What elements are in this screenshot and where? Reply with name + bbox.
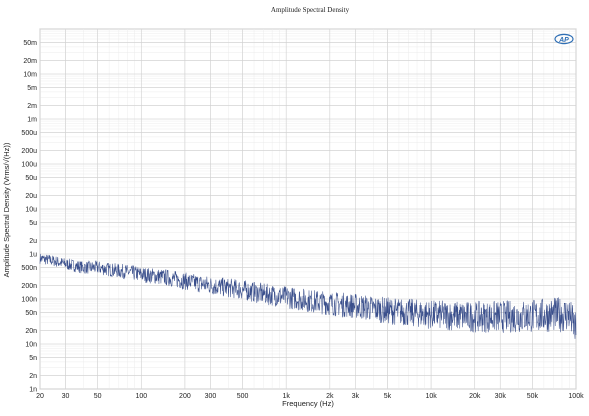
- grid-major: [39, 29, 577, 390]
- y-tick-label: 50u: [25, 175, 37, 182]
- x-tick-label: 200: [179, 393, 191, 400]
- y-tick-label: 2m: [27, 103, 37, 110]
- y-tick-label: 50m: [23, 40, 37, 47]
- y-tick-label: 100u: [21, 162, 37, 169]
- x-tick-label: 5k: [384, 393, 392, 400]
- x-tick-label: 20k: [469, 393, 481, 400]
- y-tick-label: 500n: [21, 265, 37, 272]
- x-tick-label: 300: [205, 393, 217, 400]
- ap-logo-text: AP: [558, 37, 569, 44]
- x-tick-label: 3k: [352, 393, 360, 400]
- x-tick-label: 500: [237, 393, 249, 400]
- y-tick-labels: 50m 20m 10m 5m 2m 1m 500u 200u 100u 50u 20u 10u 5u 2u…: [21, 40, 37, 393]
- y-tick-label: 20u: [25, 193, 37, 200]
- y-tick-label: 500u: [21, 130, 37, 137]
- y-tick-label: 100n: [21, 297, 37, 304]
- chart-title: Amplitude Spectral Density: [271, 6, 350, 14]
- x-tick-label: 100: [135, 393, 147, 400]
- y-tick-label: 5n: [29, 355, 37, 362]
- series-line-0: [39, 253, 577, 339]
- ap-logo-icon: AP: [554, 33, 574, 45]
- x-tick-label: 2k: [326, 393, 334, 400]
- y-tick-label: 10m: [23, 72, 37, 79]
- y-tick-label: 2u: [29, 238, 37, 245]
- y-tick-label: 5m: [27, 85, 37, 92]
- x-tick-label: 10k: [425, 393, 437, 400]
- x-tick-label: 100k: [568, 393, 584, 400]
- x-tick-label: 1k: [282, 393, 290, 400]
- y-tick-label: 10u: [25, 207, 37, 214]
- y-tick-label: 200n: [21, 283, 37, 290]
- y-tick-label: 20m: [23, 58, 37, 65]
- x-tick-label: 50k: [527, 393, 539, 400]
- x-tick-label: 50: [94, 393, 102, 400]
- y-tick-label: 50n: [25, 310, 37, 317]
- x-tick-label: 30k: [495, 393, 507, 400]
- y-tick-label: 20n: [25, 328, 37, 335]
- y-tick-label: 10n: [25, 342, 37, 349]
- series-layer: [39, 253, 577, 339]
- x-tick-label: 30: [62, 393, 70, 400]
- x-axis-label: Frequency (Hz): [282, 399, 334, 408]
- x-tick-label: 20: [36, 393, 44, 400]
- y-tick-label: 2n: [29, 373, 37, 380]
- y-tick-label: 1n: [29, 387, 37, 394]
- y-tick-label: 1u: [29, 252, 37, 259]
- y-tick-label: 1m: [27, 117, 37, 124]
- y-tick-label: 200u: [21, 148, 37, 155]
- x-tick-labels: 20 30 50 100 200 300 500 1k 2k 3k 5k 10k 20k 30k 50k 10…: [36, 393, 584, 400]
- y-tick-label: 5u: [29, 220, 37, 227]
- y-axis-label: Amplitude Spectral Density (Vrms/√(Hz)): [2, 142, 11, 277]
